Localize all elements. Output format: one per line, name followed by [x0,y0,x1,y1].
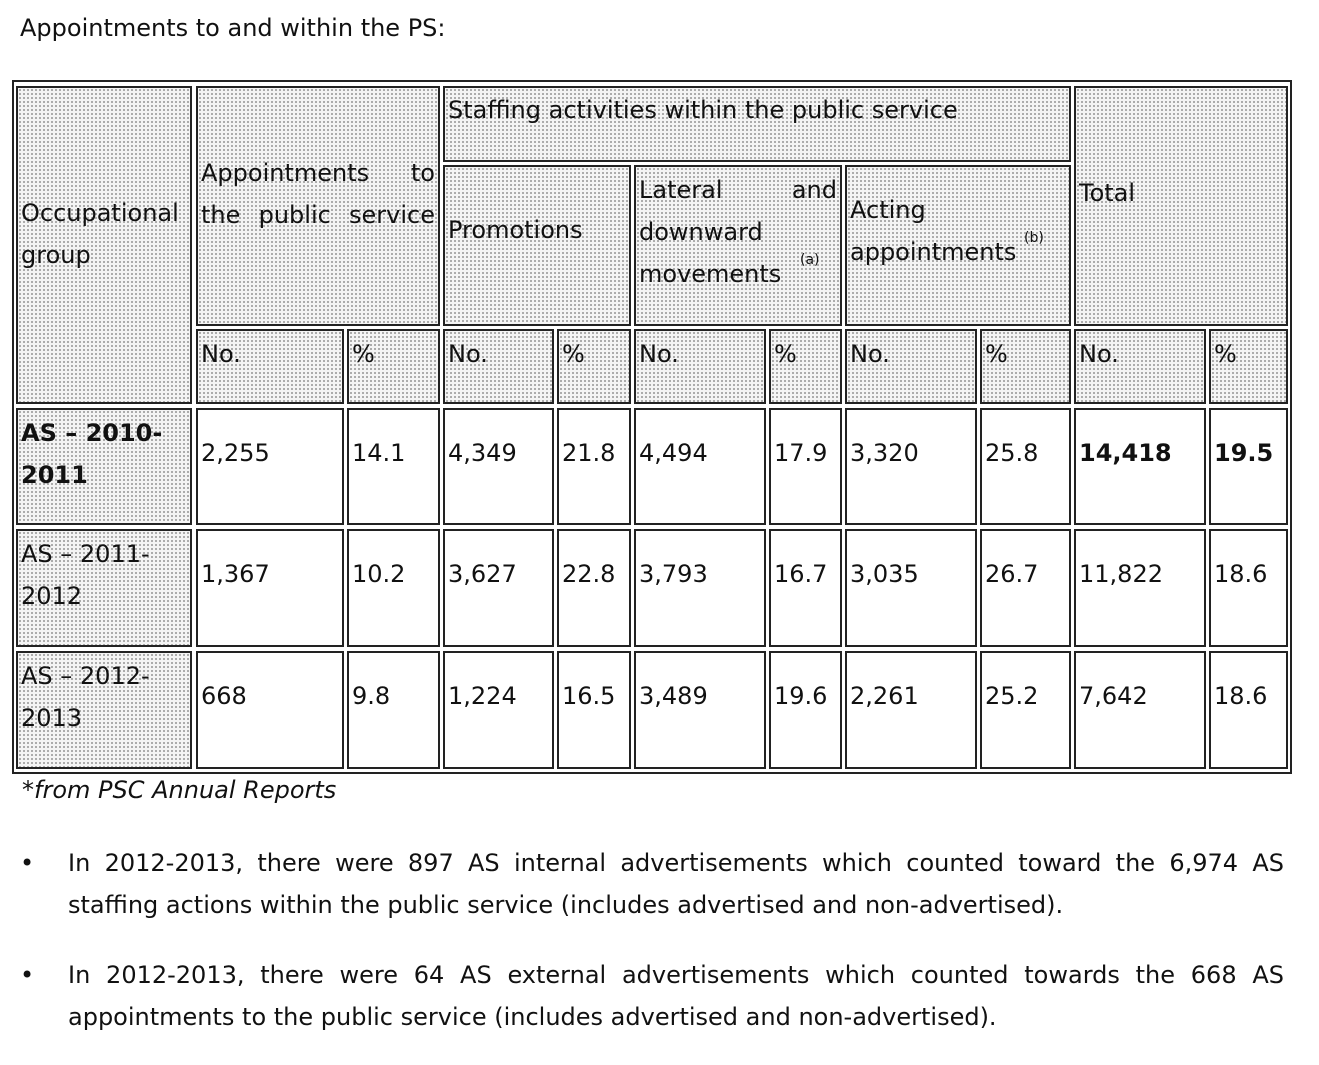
header-appointments: Appointments to the public service [196,86,440,326]
table-cell-total: 11,822 [1074,529,1206,647]
table-cell-total-pct: 19.5 [1209,408,1288,525]
bullet-item: • In 2012-2013, there were 64 AS externa… [20,954,1284,1038]
source-note: *from PSC Annual Reports [22,776,337,804]
table-cell: 668 [196,651,344,769]
bullet-icon: • [20,849,35,877]
table-cell: 3,627 [443,529,554,647]
header-total: Total [1074,86,1288,326]
subheader-total-no: No. [1074,329,1206,404]
table-cell-total-pct: 18.6 [1209,529,1288,647]
subheader-appointments-pct: % [347,329,440,404]
row-group-label: AS – 2012-2013 [16,651,192,769]
table-cell: 1,367 [196,529,344,647]
table-cell: 25.8 [980,408,1071,525]
subheader-acting-no: No. [845,329,977,404]
bullet-text: In 2012-2013, there were 64 AS external … [68,961,1284,1031]
table-cell: 22.8 [557,529,631,647]
table-cell: 4,349 [443,408,554,525]
table-cell: 3,320 [845,408,977,525]
table-cell-total-pct: 18.6 [1209,651,1288,769]
header-acting: Acting appointments [845,165,1071,326]
table-cell: 17.9 [769,408,842,525]
row-group-label: AS – 2011-2012 [16,529,192,647]
table-cell: 14.1 [347,408,440,525]
table-cell: 3,489 [634,651,766,769]
subheader-appointments-no: No. [196,329,344,404]
table-cell: 3,793 [634,529,766,647]
lateral-note: (a) [800,252,820,268]
table-cell: 9.8 [347,651,440,769]
table-cell: 3,035 [845,529,977,647]
header-occupational-group: Occupational group [16,86,192,404]
header-lateral: Lateral and downward movements [634,165,842,326]
table-cell-total: 7,642 [1074,651,1206,769]
table-cell: 2,261 [845,651,977,769]
table-cell: 21.8 [557,408,631,525]
table-cell: 4,494 [634,408,766,525]
table-cell-total: 14,418 [1074,408,1206,525]
table-cell: 25.2 [980,651,1071,769]
table-cell: 16.5 [557,651,631,769]
table-cell: 16.7 [769,529,842,647]
lateral-label: Lateral and downward movements [639,176,837,288]
subheader-lateral-pct: % [769,329,842,404]
intro-text: Appointments to and within the PS: [20,14,446,42]
subheader-lateral-no: No. [634,329,766,404]
row-group-label: AS – 2010-2011 [16,408,192,525]
acting-note: (b) [1024,230,1044,246]
subheader-promotions-pct: % [557,329,631,404]
header-promotions: Promotions [443,165,631,326]
bullet-icon: • [20,961,35,989]
header-staffing: Staffing activities within the public se… [443,86,1071,162]
table-cell: 10.2 [347,529,440,647]
bullet-item: • In 2012-2013, there were 897 AS intern… [20,842,1284,926]
appointments-table: Occupational group Appointments to the p… [12,80,1292,774]
table-cell: 1,224 [443,651,554,769]
subheader-acting-pct: % [980,329,1071,404]
table-cell: 26.7 [980,529,1071,647]
table-cell: 19.6 [769,651,842,769]
bullet-text: In 2012-2013, there were 897 AS internal… [68,849,1284,919]
subheader-promotions-no: No. [443,329,554,404]
table-cell: 2,255 [196,408,344,525]
subheader-total-pct: % [1209,329,1288,404]
